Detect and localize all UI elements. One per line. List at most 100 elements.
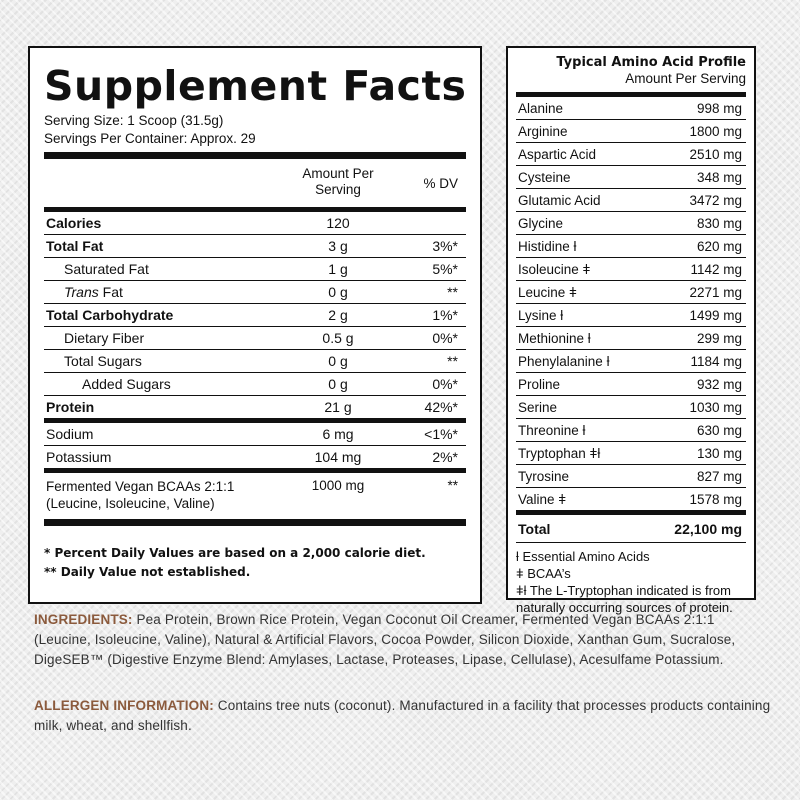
nutrient-dv: 0%* (432, 376, 458, 392)
amino-acid-row: Glutamic Acid 3472 mg (516, 190, 746, 212)
legend-bcaa: ǂ BCAA’s (516, 566, 571, 581)
servings-per-container: Servings Per Container: Approx. 29 (44, 131, 256, 146)
thick-rule (44, 152, 466, 159)
amino-acid-row: Arginine 1800 mg (516, 121, 746, 143)
ingredients-paragraph: INGREDIENTS: Pea Protein, Brown Rice Pro… (34, 610, 774, 670)
amino-acid-row: Leucine ǂ 2271 mg (516, 282, 746, 304)
amino-acid-name: Phenylalanine ƚ (518, 354, 610, 369)
amino-thick-rule (516, 92, 746, 97)
nutrient-label: Total Carbohydrate (46, 307, 174, 323)
amino-acid-row: Glycine 830 mg (516, 213, 746, 235)
footnotes: * Percent Daily Values are based on a 2,… (44, 544, 466, 582)
amino-acid-amount: 1578 mg (689, 492, 742, 507)
amino-acid-amount: 1800 mg (689, 124, 742, 139)
amount-per-serving-header: Amount Per Serving (280, 166, 396, 198)
nutrient-amount: 0.5 g (322, 330, 354, 346)
amino-acid-row: Aspartic Acid 2510 mg (516, 144, 746, 166)
nutrient-row-dietary-fiber: Dietary Fiber 0.5 g 0%* (44, 327, 466, 350)
allergen-paragraph: ALLERGEN INFORMATION: Contains tree nuts… (34, 696, 774, 736)
amino-total-value: 22,100 mg (674, 521, 742, 537)
amino-acid-amount: 827 mg (696, 469, 742, 484)
nutrient-label: Saturated Fat (64, 261, 149, 277)
amino-acid-name: Methionine ƚ (518, 331, 591, 346)
nutrient-dv: 42%* (424, 399, 458, 415)
bcaa-label: Fermented Vegan BCAAs 2:1:1 (Leucine, Is… (46, 478, 234, 512)
nutrient-row-added-sugars: Added Sugars 0 g 0%* (44, 373, 466, 396)
footnote-dv: * Percent Daily Values are based on a 2,… (44, 546, 426, 560)
amino-acid-row: Lysine ƚ 1499 mg (516, 305, 746, 327)
nutrient-row-saturated-fat: Saturated Fat 1 g 5%* (44, 258, 466, 281)
nutrient-amount: 6 mg (322, 426, 354, 442)
ingredients-heading: INGREDIENTS: (34, 612, 133, 627)
amino-acid-row: Cysteine 348 mg (516, 167, 746, 189)
medium-rule (44, 207, 466, 212)
amino-acid-amount: 130 mg (696, 446, 742, 461)
legend-tryptophan-1: ǂƚ The L-Tryptophan indicated is from (516, 583, 731, 598)
amino-acid-amount: 3472 mg (689, 193, 742, 208)
nutrient-label: Calories (46, 215, 102, 231)
amino-acid-row: Tyrosine 827 mg (516, 466, 746, 488)
amino-legend: ƚ Essential Amino Acids ǂ BCAA’s ǂƚ The … (516, 548, 746, 616)
nutrient-dv: 3%* (432, 238, 458, 254)
nutrient-row-sodium: Sodium 6 mg <1%* (44, 423, 466, 446)
nutrient-row-calories: Calories 120 (44, 212, 466, 235)
amino-acid-name: Proline (518, 377, 561, 392)
amino-acid-row: Alanine 998 mg (516, 98, 746, 120)
nutrient-dv: 5%* (432, 261, 458, 277)
bcaa-label-line1: Fermented Vegan BCAAs 2:1:1 (46, 479, 235, 494)
trans-italic: Trans (64, 284, 99, 300)
amino-acid-row: Methionine ƚ 299 mg (516, 328, 746, 350)
nutrient-amount: 0 g (328, 353, 348, 369)
amino-total-label: Total (518, 521, 551, 537)
amino-acid-name: Glutamic Acid (518, 193, 601, 208)
amino-acid-row: Serine 1030 mg (516, 397, 746, 419)
amino-acid-row: Threonine ƚ 630 mg (516, 420, 746, 442)
amino-acid-amount: 1184 mg (690, 354, 742, 369)
amino-acid-row: Phenylalanine ƚ 1184 mg (516, 351, 746, 373)
amino-acid-name: Histidine ƚ (518, 239, 577, 254)
amino-acid-name: Valine ǂ (518, 492, 567, 507)
amino-acid-amount: 998 mg (696, 101, 742, 116)
legend-essential: ƚ Essential Amino Acids (516, 549, 650, 564)
nutrient-dv: 2%* (432, 449, 458, 465)
serving-info: Serving Size: 1 Scoop (31.5g) Servings P… (44, 112, 466, 148)
amino-acid-name: Lysine ƚ (518, 308, 564, 323)
amino-acid-name: Threonine ƚ (518, 423, 586, 438)
nutrient-label: Total Fat (46, 238, 104, 254)
nutrient-row-bcaa: Fermented Vegan BCAAs 2:1:1 (Leucine, Is… (44, 473, 466, 515)
bcaa-label-line2: (Leucine, Isoleucine, Valine) (46, 496, 215, 511)
amino-acid-profile-panel: Typical Amino Acid Profile Amount Per Se… (506, 46, 756, 615)
column-header: Amount Per Serving % DV (44, 159, 466, 207)
amino-acid-row: Tryptophan ǂƚ 130 mg (516, 443, 746, 465)
amino-acid-amount: 932 mg (696, 377, 742, 392)
nutrient-dv: ** (447, 353, 458, 369)
amino-acid-name: Tryptophan ǂƚ (518, 446, 601, 461)
nutrient-label: Total Sugars (64, 353, 142, 369)
nutrient-row-trans-fat: Trans Fat 0 g ** (44, 281, 466, 304)
amino-acid-amount: 2510 mg (689, 147, 742, 162)
nutrient-label: Potassium (46, 449, 112, 465)
amino-acid-row: Proline 932 mg (516, 374, 746, 396)
amino-acid-row: Histidine ƚ 620 mg (516, 236, 746, 258)
ingredients-text: Pea Protein, Brown Rice Protein, Vegan C… (34, 612, 736, 667)
nutrient-amount: 2 g (328, 307, 348, 323)
amino-acid-row: Valine ǂ 1578 mg (516, 489, 746, 515)
amino-acid-amount: 2271 mg (689, 285, 742, 300)
nutrient-amount: 120 (326, 215, 350, 231)
amino-acid-name: Aspartic Acid (518, 147, 597, 162)
amino-acid-name: Alanine (518, 101, 564, 116)
amino-acid-name: Glycine (518, 216, 564, 231)
amino-total-row: Total 22,100 mg (516, 515, 746, 543)
amino-acid-amount: 348 mg (696, 170, 742, 185)
amino-acid-row: Isoleucine ǂ 1142 mg (516, 259, 746, 281)
nutrient-label: Sodium (46, 426, 94, 442)
trans-rest: Fat (98, 284, 123, 300)
amino-acid-name: Tyrosine (518, 469, 570, 484)
supplement-facts-panel: Supplement Facts Serving Size: 1 Scoop (… (28, 46, 482, 604)
amino-acid-amount: 1030 mg (689, 400, 742, 415)
nutrient-amount: 21 g (324, 399, 352, 415)
bottom-thick-rule (44, 519, 466, 526)
amount-header-line1: Amount Per (302, 166, 374, 181)
amino-acid-amount: 620 mg (696, 239, 742, 254)
nutrient-label: Protein (46, 399, 95, 415)
